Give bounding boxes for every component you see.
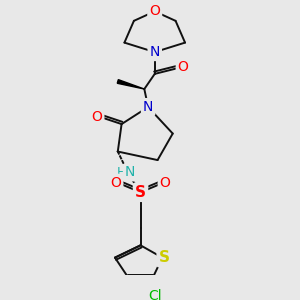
Polygon shape <box>117 80 144 89</box>
Text: N: N <box>125 165 135 179</box>
Text: O: O <box>160 176 171 190</box>
Text: H: H <box>117 166 126 179</box>
Text: O: O <box>149 4 160 18</box>
Text: O: O <box>110 176 121 190</box>
Text: S: S <box>135 185 146 200</box>
Text: O: O <box>92 110 102 124</box>
Text: S: S <box>159 250 170 265</box>
Text: N: N <box>143 100 153 114</box>
Text: N: N <box>149 45 160 59</box>
Text: Cl: Cl <box>148 290 161 300</box>
Text: O: O <box>178 60 189 74</box>
